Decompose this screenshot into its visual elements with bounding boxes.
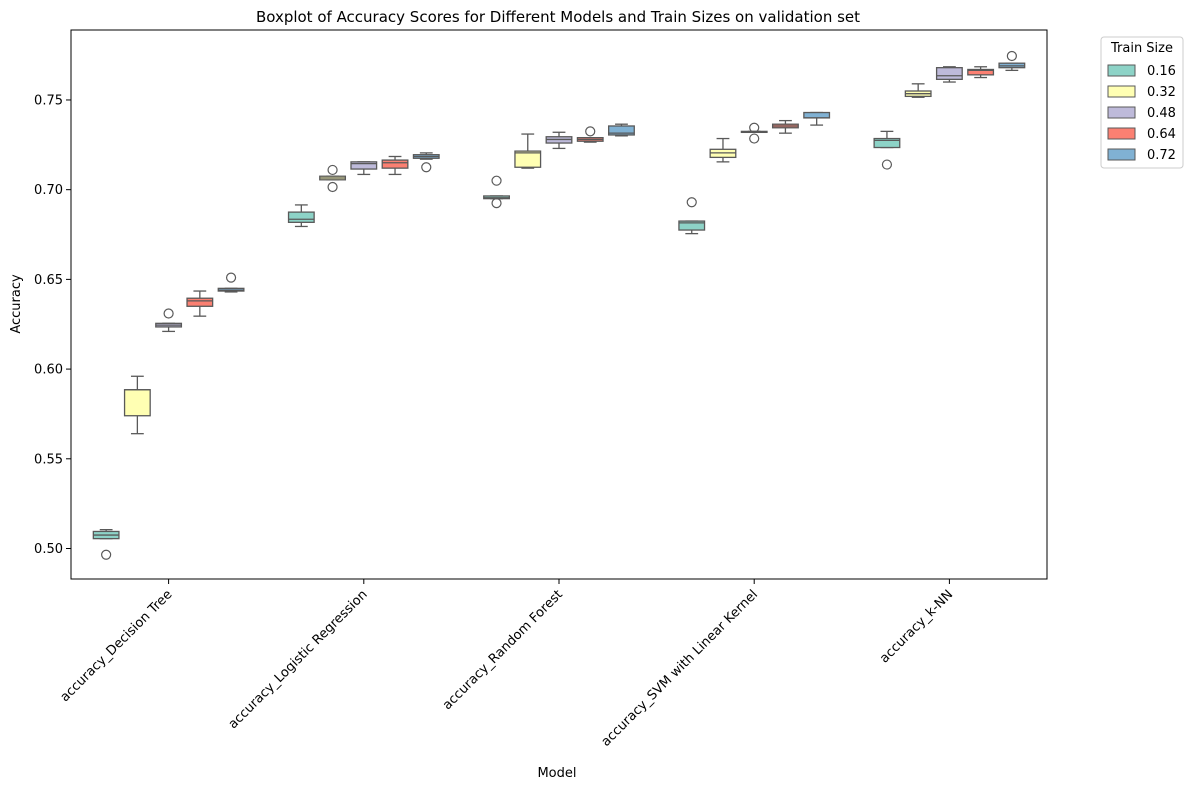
- legend-label: 0.48: [1147, 106, 1176, 121]
- iqr-box: [967, 68, 995, 76]
- legend-label: 0.32: [1147, 85, 1176, 100]
- x-tick-label: accuracy_SVM with Linear Kernel: [599, 587, 761, 749]
- box-4-3: [967, 66, 995, 79]
- box-1-1: [319, 164, 347, 193]
- outlier-point: [491, 175, 502, 186]
- y-tick-label: 0.70: [34, 183, 63, 198]
- box-3-0: [678, 197, 706, 235]
- box-3-2: [740, 122, 768, 144]
- box-0-2: [155, 308, 183, 333]
- y-tick-label: 0.55: [34, 452, 63, 467]
- outlier-point: [686, 197, 697, 208]
- iqr-box: [186, 297, 214, 307]
- legend-label: 0.16: [1147, 64, 1176, 79]
- x-tick-label: accuracy_k-NN: [877, 587, 956, 666]
- x-axis-label: Model: [537, 766, 576, 781]
- legend: Train Size 0.16 0.32 0.48 0.64 0.72: [1100, 36, 1184, 169]
- legend-swatch: [1107, 106, 1136, 119]
- iqr-box: [608, 125, 635, 136]
- box-0-4: [217, 272, 245, 293]
- box-2-4: [608, 123, 635, 137]
- outlier-point: [1006, 50, 1017, 62]
- iqr-box: [803, 111, 831, 119]
- outlier-point: [491, 198, 502, 209]
- chart-title: Boxplot of Accuracy Scores for Different…: [256, 8, 860, 26]
- iqr-box: [350, 161, 378, 170]
- box-3-1: [709, 137, 737, 163]
- x-tick-label: accuracy_Random Forest: [440, 587, 566, 713]
- box-1-3: [381, 155, 409, 176]
- box-2-1: [514, 133, 542, 169]
- box-4-4: [998, 50, 1026, 72]
- iqr-box: [123, 389, 151, 417]
- box-4-2: [935, 66, 963, 83]
- iqr-box: [873, 137, 901, 149]
- box-0-0: [92, 529, 120, 560]
- iqr-box: [935, 67, 963, 80]
- legend-title: Train Size: [1110, 41, 1173, 56]
- outlier-point: [881, 159, 893, 170]
- outlier-point: [101, 549, 112, 560]
- box-4-0: [873, 130, 901, 170]
- y-tick-label: 0.75: [34, 93, 63, 108]
- y-tick-label: 0.65: [34, 273, 63, 288]
- legend-swatch: [1107, 85, 1136, 98]
- plot-area: [92, 50, 1026, 560]
- y-tick-label: 0.60: [34, 363, 63, 378]
- iqr-box: [514, 150, 542, 168]
- outlier-point: [225, 272, 237, 283]
- legend-label: 0.64: [1147, 127, 1176, 142]
- iqr-box: [287, 211, 315, 223]
- legend-swatch: [1107, 148, 1136, 161]
- plot-frame: [70, 29, 1048, 580]
- iqr-box: [678, 220, 706, 231]
- box-2-3: [576, 126, 604, 143]
- legend-swatch: [1107, 64, 1136, 77]
- box-4-1: [904, 83, 932, 98]
- y-axis: 0.50 0.55 0.60 0.65 0.70 0.75: [34, 93, 71, 557]
- box-1-4: [412, 152, 440, 173]
- box-1-2: [350, 161, 378, 176]
- legend-swatch: [1107, 127, 1136, 140]
- box-3-4: [803, 111, 831, 126]
- box-0-1: [123, 375, 151, 435]
- outlier-point: [421, 162, 432, 173]
- y-tick-label: 0.50: [34, 542, 63, 557]
- outlier-point: [749, 133, 760, 144]
- outlier-point: [163, 308, 174, 319]
- box-2-2: [545, 131, 573, 150]
- outlier-point: [327, 164, 338, 176]
- box-1-0: [287, 204, 315, 228]
- box-2-0: [483, 175, 510, 209]
- box-0-3: [186, 290, 214, 317]
- y-axis-label: Accuracy: [9, 274, 24, 334]
- box-3-3: [771, 119, 799, 134]
- legend-items: 0.16 0.32 0.48 0.64 0.72: [1107, 64, 1176, 163]
- outlier-point: [327, 181, 338, 193]
- x-tick-label: accuracy_Decision Tree: [58, 587, 176, 705]
- outlier-point: [749, 122, 760, 133]
- x-tick-label: accuracy_Logistic Regression: [226, 587, 371, 732]
- x-axis: accuracy_Decision Tree accuracy_Logistic …: [58, 579, 956, 750]
- outlier-point: [585, 126, 596, 137]
- legend-label: 0.72: [1147, 148, 1176, 163]
- iqr-box: [381, 159, 409, 169]
